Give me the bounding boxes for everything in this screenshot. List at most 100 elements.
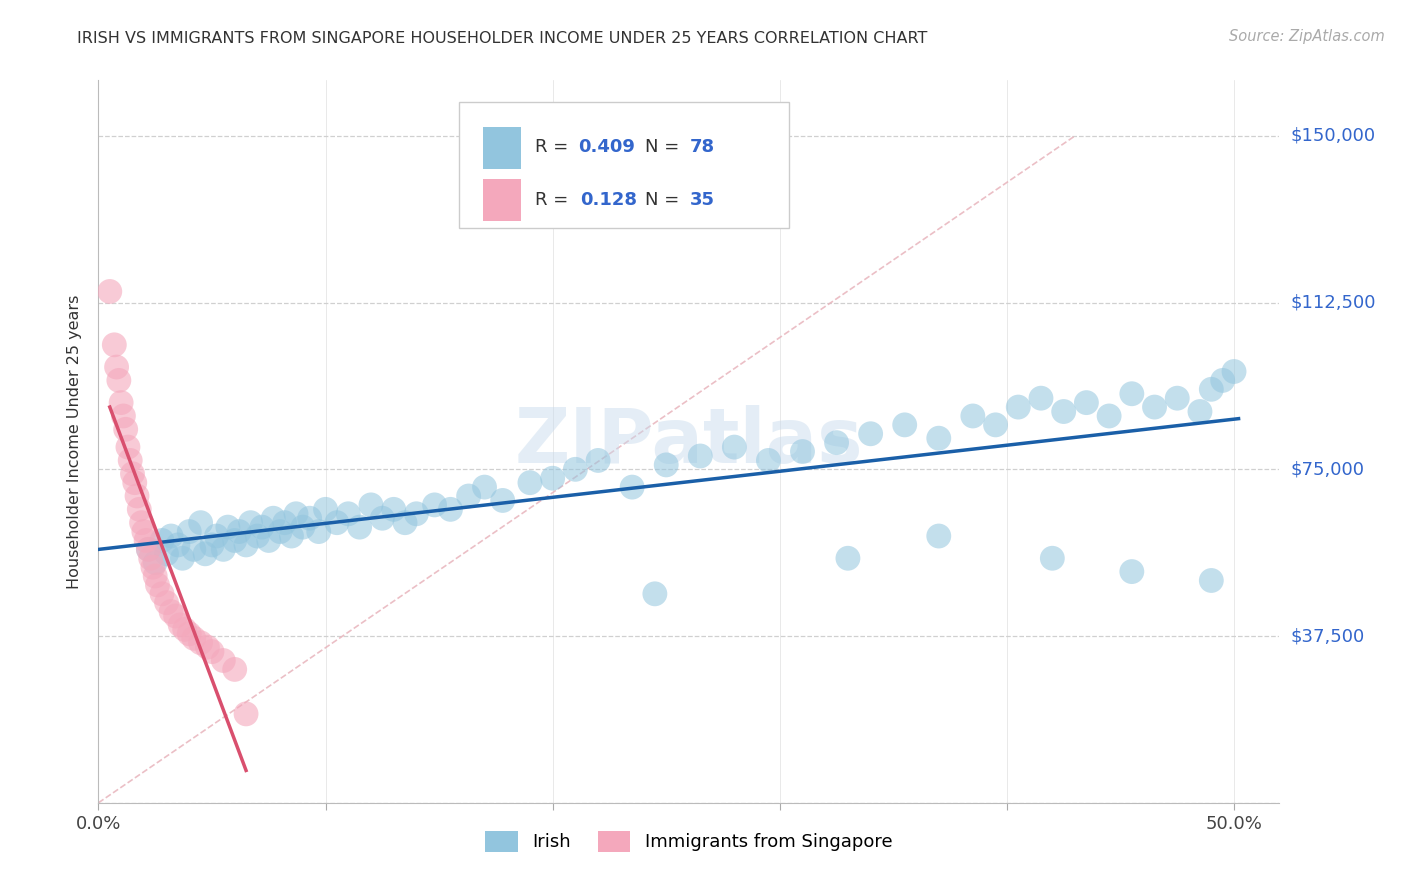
- Point: [179, 627, 201, 641]
- Point: [1053, 404, 1076, 418]
- Point: [132, 524, 155, 539]
- Point: [1188, 404, 1211, 418]
- Point: [1223, 364, 1246, 378]
- Point: [792, 444, 814, 458]
- Point: [1121, 386, 1143, 401]
- Point: [394, 516, 416, 530]
- Point: [183, 632, 205, 646]
- Text: $37,500: $37,500: [1291, 627, 1365, 645]
- Point: [371, 511, 394, 525]
- Point: [285, 507, 308, 521]
- Text: R =: R =: [536, 191, 581, 209]
- Point: [224, 662, 246, 676]
- Point: [564, 462, 586, 476]
- Point: [308, 524, 330, 539]
- Point: [349, 520, 371, 534]
- Point: [139, 551, 162, 566]
- Point: [235, 706, 257, 721]
- Point: [439, 502, 461, 516]
- Point: [457, 489, 479, 503]
- Point: [621, 480, 644, 494]
- Point: [150, 533, 173, 548]
- Text: 0.128: 0.128: [581, 191, 637, 209]
- Point: [98, 285, 121, 299]
- Point: [541, 471, 564, 485]
- Point: [125, 489, 148, 503]
- Point: [201, 645, 224, 659]
- Point: [291, 520, 314, 534]
- Point: [138, 542, 160, 557]
- Point: [262, 511, 284, 525]
- Point: [859, 426, 882, 441]
- Point: [519, 475, 541, 490]
- Point: [492, 493, 515, 508]
- Point: [135, 533, 157, 548]
- Point: [962, 409, 984, 423]
- Point: [165, 609, 187, 624]
- Point: [405, 507, 427, 521]
- Point: [644, 587, 666, 601]
- Point: [155, 547, 177, 561]
- Point: [112, 409, 135, 423]
- Point: [1201, 574, 1223, 588]
- Point: [382, 502, 405, 516]
- Text: N =: N =: [645, 138, 685, 156]
- Point: [1076, 395, 1098, 409]
- Point: [1040, 551, 1063, 566]
- Text: ZIPatlas: ZIPatlas: [515, 405, 863, 478]
- Point: [121, 467, 143, 481]
- Point: [246, 529, 269, 543]
- Point: [114, 422, 136, 436]
- Point: [190, 516, 212, 530]
- Point: [190, 636, 212, 650]
- Point: [143, 569, 166, 583]
- Bar: [484, 127, 522, 169]
- Text: $112,500: $112,500: [1291, 293, 1376, 311]
- Point: [1007, 400, 1029, 414]
- Point: [893, 417, 915, 432]
- Point: [1143, 400, 1166, 414]
- Point: [179, 524, 201, 539]
- Point: [183, 542, 205, 557]
- Point: [173, 623, 195, 637]
- Point: [689, 449, 711, 463]
- Y-axis label: Householder Income Under 25 years: Householder Income Under 25 years: [67, 294, 83, 589]
- Point: [337, 507, 360, 521]
- Point: [423, 498, 446, 512]
- Point: [326, 516, 349, 530]
- Point: [273, 516, 295, 530]
- Point: [105, 360, 128, 375]
- Point: [1098, 409, 1121, 423]
- Point: [160, 529, 183, 543]
- Point: [155, 596, 177, 610]
- Point: [169, 618, 191, 632]
- Point: [131, 516, 153, 530]
- Point: [315, 502, 337, 516]
- Point: [120, 453, 142, 467]
- Point: [172, 551, 194, 566]
- Point: [142, 560, 165, 574]
- Text: IRISH VS IMMIGRANTS FROM SINGAPORE HOUSEHOLDER INCOME UNDER 25 YEARS CORRELATION: IRISH VS IMMIGRANTS FROM SINGAPORE HOUSE…: [77, 31, 928, 46]
- Point: [117, 440, 139, 454]
- Text: R =: R =: [536, 138, 575, 156]
- Point: [103, 338, 125, 352]
- Point: [128, 502, 150, 516]
- Point: [224, 533, 246, 548]
- Point: [108, 373, 131, 387]
- Point: [257, 533, 280, 548]
- Point: [474, 480, 496, 494]
- Point: [110, 395, 132, 409]
- Point: [586, 453, 609, 467]
- Point: [160, 605, 183, 619]
- Point: [167, 538, 190, 552]
- Text: $75,000: $75,000: [1291, 460, 1365, 478]
- Point: [984, 417, 1007, 432]
- Point: [1166, 391, 1188, 405]
- Point: [228, 524, 250, 539]
- Point: [235, 538, 257, 552]
- Point: [269, 524, 291, 539]
- Point: [197, 640, 219, 655]
- Legend: Irish, Immigrants from Singapore: Irish, Immigrants from Singapore: [478, 823, 900, 859]
- Point: [655, 458, 678, 472]
- Text: 0.409: 0.409: [578, 138, 634, 156]
